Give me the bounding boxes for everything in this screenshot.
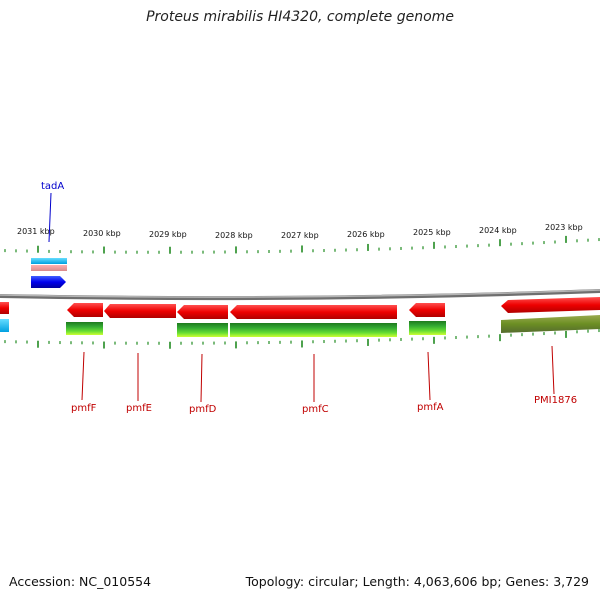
- gene-tadA[interactable]: [31, 258, 67, 288]
- ruler-label: 2028 kbp: [215, 231, 253, 240]
- ruler-label: 2025 kbp: [413, 228, 451, 237]
- gene-label-leaders: [48, 192, 555, 403]
- topology-label: Topology: circular; Length: 4,063,606 bp…: [245, 574, 589, 589]
- gene-label-tadA: tadA: [41, 181, 64, 192]
- ruler-label: 2027 kbp: [281, 231, 319, 240]
- gene-pmfC[interactable]: [230, 305, 397, 337]
- gene-label-pmfD: pmfD: [189, 404, 217, 415]
- ruler-label: 2030 kbp: [83, 229, 121, 238]
- genome-backbone: [0, 289, 600, 301]
- gene-label-PMI1876: PMI1876: [534, 395, 577, 406]
- gene-label-pmfE: pmfE: [126, 403, 152, 414]
- gene-label-pmfC: pmfC: [302, 404, 329, 415]
- gene-left-edge: [0, 302, 9, 332]
- gene-labels: tadA pmfF pmfE pmfD pmfC pmfA PMI1876: [41, 181, 577, 415]
- map-title: Proteus mirabilis HI4320, complete genom…: [146, 9, 454, 25]
- ruler-label: 2023 kbp: [545, 223, 583, 232]
- ruler-label: 2026 kbp: [347, 230, 385, 239]
- inner-ruler-ticks: [4, 329, 600, 349]
- ruler-label: 2031 kbp: [17, 227, 55, 236]
- gene-pmfE[interactable]: [104, 304, 176, 318]
- gene-label-pmfF: pmfF: [71, 403, 97, 414]
- accession-label: Accession: NC_010554: [9, 574, 152, 589]
- ruler-label: 2029 kbp: [149, 230, 187, 239]
- gene-pmfA[interactable]: [409, 303, 446, 335]
- gene-pmfF[interactable]: [66, 303, 103, 335]
- ruler-label: 2024 kbp: [479, 226, 517, 235]
- gene-label-pmfA: pmfA: [417, 402, 444, 413]
- outer-ruler-ticks: [4, 235, 600, 254]
- ruler-labels: 2031 kbp 2030 kbp 2029 kbp 2028 kbp 2027…: [17, 223, 583, 240]
- gene-pmfD[interactable]: [177, 305, 228, 337]
- gene-PMI1876[interactable]: [501, 297, 600, 333]
